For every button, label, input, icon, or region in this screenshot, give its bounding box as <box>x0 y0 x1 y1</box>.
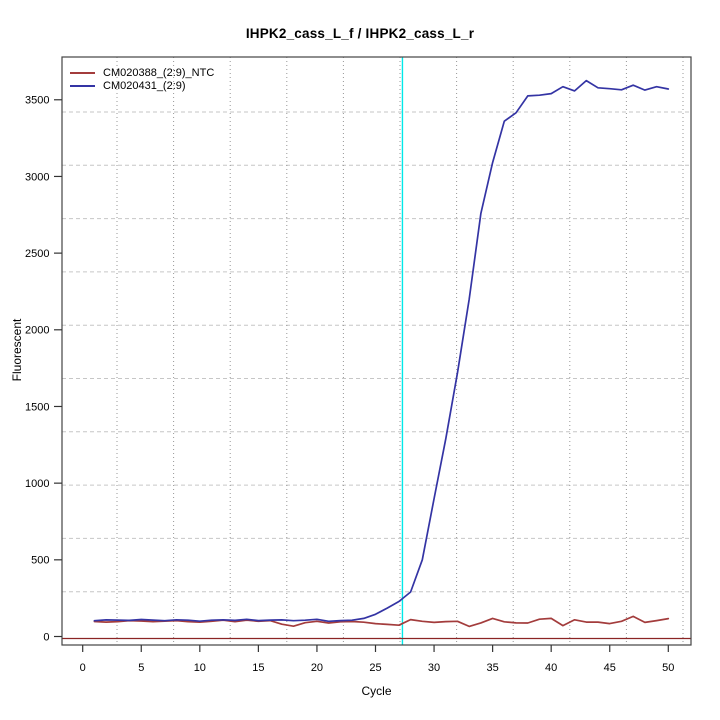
legend-entry-ntc: CM020388_(2:9)_NTC <box>70 66 214 80</box>
x-tick-label: 25 <box>369 662 381 674</box>
x-axis-label: Cycle <box>361 684 392 698</box>
x-tick-label: 45 <box>604 662 616 674</box>
y-tick-label: 3000 <box>25 171 49 183</box>
y-tick-label: 1500 <box>25 401 49 413</box>
x-tick-label: 35 <box>486 662 498 674</box>
legend: CM020388_(2:9)_NTC CM020431_(2:9) <box>70 66 214 93</box>
legend-line-swatch-ntc <box>70 71 95 74</box>
x-tick-label: 10 <box>194 662 206 674</box>
plot-border <box>61 56 692 646</box>
legend-label-ntc: CM020388_(2:9)_NTC <box>103 66 215 79</box>
chart-title: IHPK2_cass_L_f / IHPK2_cass_L_r <box>245 26 475 41</box>
y-tick-label: 2000 <box>25 325 49 337</box>
x-tick-label: 15 <box>252 662 264 674</box>
y-tick-label: 1000 <box>25 478 49 490</box>
y-axis-label: Fluorescent <box>10 318 24 382</box>
x-tick-label: 0 <box>80 662 86 674</box>
legend-line-swatch-sample <box>70 85 95 88</box>
x-tick-label: 5 <box>138 662 144 674</box>
series-line-1 <box>93 79 670 623</box>
y-tick-label: 3500 <box>25 95 49 107</box>
y-tick-label: 500 <box>31 555 49 567</box>
series-line-0 <box>93 615 670 628</box>
legend-label-sample: CM020431_(2:9) <box>103 80 186 93</box>
x-tick-label: 40 <box>545 662 557 674</box>
x-tick-label: 20 <box>311 662 323 674</box>
legend-entry-sample: CM020431_(2:9) <box>70 80 214 94</box>
y-tick-label: 2500 <box>25 248 49 260</box>
x-tick-label: 50 <box>662 662 674 674</box>
y-tick-label: 0 <box>43 631 49 643</box>
x-tick-label: 30 <box>428 662 440 674</box>
